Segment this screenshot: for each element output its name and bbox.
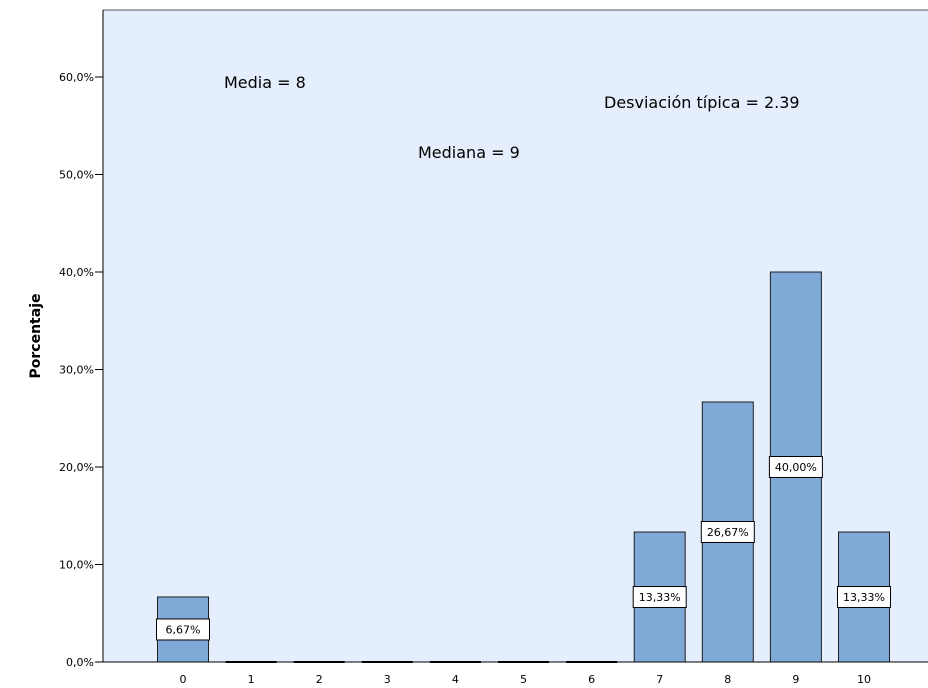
y-tick-label: 20,0% bbox=[59, 461, 94, 474]
data-label-10: 13,33% bbox=[837, 586, 891, 609]
x-tick-label: 4 bbox=[452, 673, 459, 686]
data-labels-layer: 6,67% 13,33% 26,67% 40,00% 13,33% bbox=[156, 456, 891, 641]
data-label-box bbox=[156, 618, 210, 641]
data-label-text: 6,67% bbox=[166, 623, 201, 636]
x-tick-label: 5 bbox=[520, 673, 527, 686]
data-label-9: 40,00% bbox=[768, 456, 823, 478]
x-tick-label: 10 bbox=[857, 673, 871, 686]
data-label-text: 40,00% bbox=[775, 461, 817, 474]
data-label-box bbox=[837, 586, 891, 609]
y-axis-label: Porcentaje bbox=[28, 294, 44, 379]
x-tick-label: 1 bbox=[248, 673, 255, 686]
x-tick-label: 6 bbox=[588, 673, 595, 686]
data-label-box bbox=[768, 456, 823, 478]
annotation-mediana: Mediana = 9 bbox=[418, 143, 520, 162]
data-label-0: 6,67% bbox=[156, 618, 210, 641]
y-tick-label: 0,0% bbox=[66, 656, 94, 669]
data-label-8: 26,67% bbox=[700, 520, 755, 543]
y-tick-label: 40,0% bbox=[59, 266, 94, 279]
data-label-text: 13,33% bbox=[639, 591, 681, 604]
x-tick-label: 8 bbox=[724, 673, 731, 686]
y-tick-label: 60,0% bbox=[59, 71, 94, 84]
x-tick-label: 7 bbox=[656, 673, 663, 686]
data-label-7: 13,33% bbox=[632, 586, 687, 609]
data-label-text: 13,33% bbox=[843, 591, 885, 604]
x-tick-label: 9 bbox=[792, 673, 799, 686]
y-tick-label: 10,0% bbox=[59, 559, 94, 572]
x-tick-label: 3 bbox=[384, 673, 391, 686]
data-label-box bbox=[632, 586, 687, 609]
y-axis: 0,0% 10,0% 20,0% 30,0% 40,0% 50,0% 60,0% bbox=[59, 10, 104, 669]
y-tick-label: 50,0% bbox=[59, 169, 94, 182]
data-label-text: 26,67% bbox=[707, 526, 749, 539]
annotation-media: Media = 8 bbox=[224, 73, 306, 92]
y-tick-label: 30,0% bbox=[59, 364, 94, 377]
x-axis: 0 1 2 3 4 5 6 7 8 9 10 bbox=[103, 661, 928, 686]
data-label-box bbox=[700, 520, 755, 543]
annotation-desviacion: Desviación típica = 2.39 bbox=[604, 93, 800, 112]
x-tick-label: 0 bbox=[180, 673, 187, 686]
x-tick-label: 2 bbox=[316, 673, 323, 686]
annotations-layer: Media = 8 Mediana = 9 Desviación típica = … bbox=[224, 73, 800, 162]
